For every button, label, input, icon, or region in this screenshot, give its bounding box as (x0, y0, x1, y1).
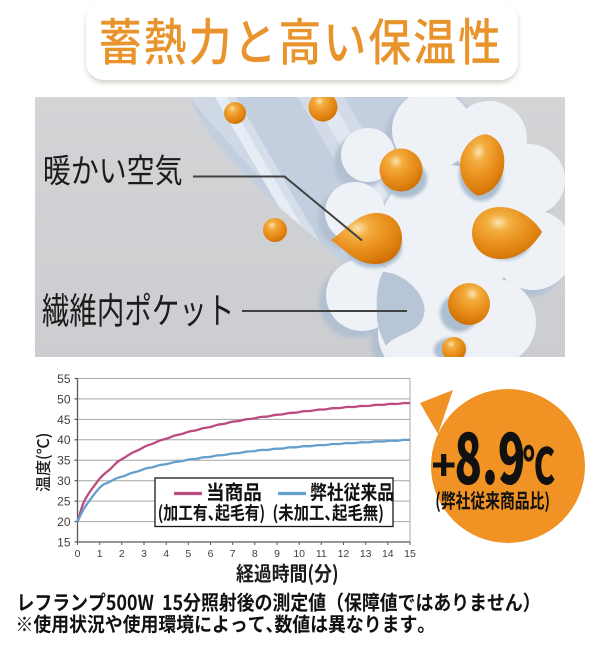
svg-text:25: 25 (57, 495, 71, 509)
svg-text:5: 5 (185, 548, 191, 560)
svg-text:12: 12 (338, 548, 350, 560)
svg-text:6: 6 (208, 548, 214, 560)
svg-text:13: 13 (360, 548, 372, 560)
svg-text:2: 2 (119, 548, 125, 560)
svg-text:50: 50 (57, 392, 71, 406)
svg-text:30: 30 (57, 474, 71, 488)
svg-text:8: 8 (252, 548, 258, 560)
svg-text:40: 40 (57, 433, 71, 447)
svg-text:9: 9 (274, 548, 280, 560)
svg-text:7: 7 (230, 548, 236, 560)
svg-text:1: 1 (97, 548, 103, 560)
svg-text:45: 45 (57, 413, 71, 427)
svg-text:15: 15 (57, 535, 71, 549)
svg-text:35: 35 (57, 454, 71, 468)
svg-text:3: 3 (141, 548, 147, 560)
svg-text:11: 11 (316, 548, 327, 560)
svg-text:0: 0 (75, 548, 81, 560)
svg-text:4: 4 (163, 548, 169, 560)
svg-text:55: 55 (57, 372, 71, 386)
svg-text:10: 10 (293, 548, 305, 560)
svg-text:20: 20 (57, 515, 71, 529)
svg-text:14: 14 (382, 548, 394, 560)
svg-text:15: 15 (404, 548, 416, 560)
